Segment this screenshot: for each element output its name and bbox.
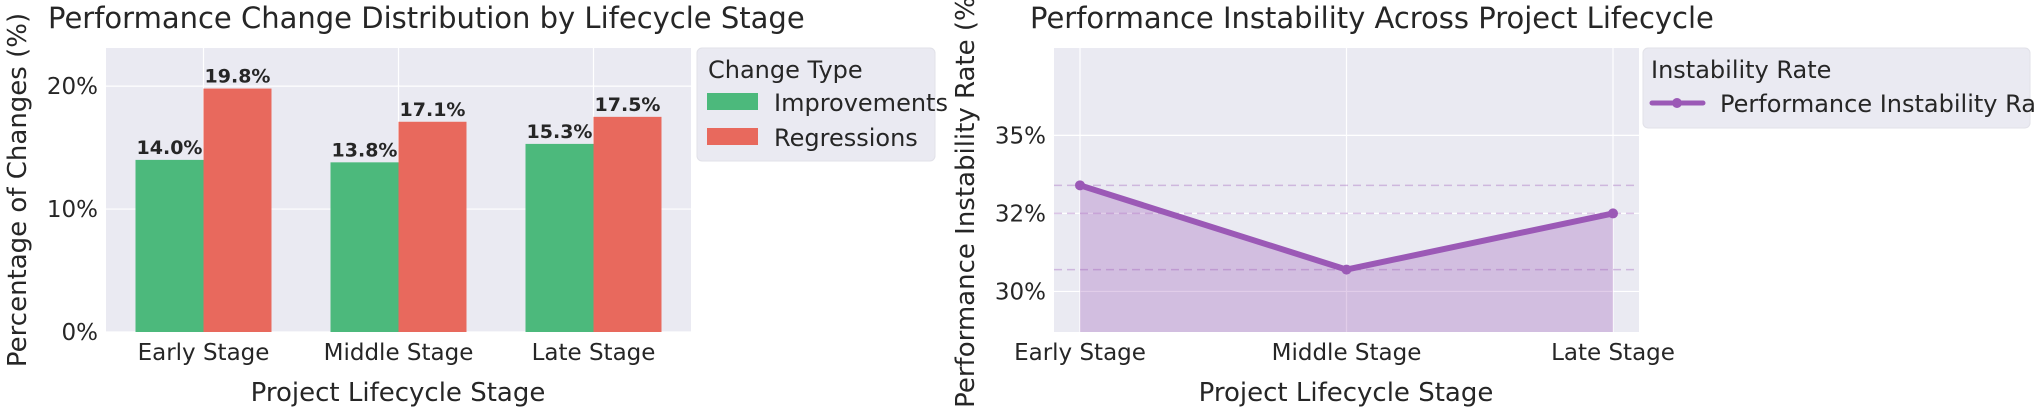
line-x-tick-label: Late Stage bbox=[1551, 340, 1675, 366]
bar-improvements-early-stage bbox=[135, 159, 204, 332]
line-chart-title: Performance Instability Across Project L… bbox=[1030, 1, 1714, 35]
bar-x-tick-label: Early Stage bbox=[138, 340, 270, 366]
bar-value-label: 19.8% bbox=[205, 66, 271, 88]
bar-improvements-late-stage bbox=[525, 143, 594, 332]
bar-value-label: 17.5% bbox=[595, 94, 661, 116]
bar-chart-title: Performance Change Distribution by Lifec… bbox=[48, 1, 805, 35]
instability-markers bbox=[1075, 180, 1618, 275]
instability-point-middle-stage bbox=[1341, 264, 1352, 275]
line-y-ticks: 30% 32% 35% bbox=[995, 123, 1046, 305]
line-x-tick-label: Middle Stage bbox=[1272, 340, 1422, 366]
legend-swatch-improvements bbox=[707, 93, 758, 110]
bar-legend: Change Type Improvements Regressions bbox=[696, 47, 948, 162]
bar-legend-title: Change Type bbox=[708, 56, 863, 84]
legend-swatch-regressions bbox=[707, 128, 758, 145]
bar-marks bbox=[135, 88, 662, 333]
bar-y-tick-label: 20% bbox=[47, 74, 98, 100]
bar-value-labels: 14.0% 19.8% 13.8%17.1% 15.3%17.5% bbox=[137, 66, 661, 162]
line-x-ticks: Early Stage Middle Stage Late Stage bbox=[1014, 340, 1675, 366]
bar-x-tick-label: Middle Stage bbox=[324, 340, 474, 366]
bar-y-ticks: 0% 10% 20% bbox=[47, 74, 98, 346]
bar-value-label: 14.0% bbox=[137, 137, 203, 159]
bar-value-label: 15.3% bbox=[527, 121, 593, 143]
line-y-tick-label: 32% bbox=[995, 201, 1046, 227]
line-chart-panel: 30% 32% 35% Early Stage Middle Stage Late St… bbox=[951, 0, 2035, 408]
bar-x-ticks: Early Stage Middle Stage Late Stage bbox=[138, 340, 656, 366]
bar-y-tick-label: 0% bbox=[62, 320, 99, 346]
line-legend-box bbox=[1642, 47, 2031, 129]
instability-area-fill bbox=[1080, 185, 1613, 332]
instability-point-early-stage bbox=[1075, 180, 1085, 191]
bar-regressions-late-stage bbox=[593, 116, 662, 333]
legend-label-regressions: Regressions bbox=[774, 124, 918, 152]
legend-label-instability: Performance Instability Rate bbox=[1720, 90, 2035, 118]
legend-marker-instability bbox=[1672, 98, 1682, 108]
bar-y-axis-label: Percentage of Changes (%) bbox=[3, 13, 33, 367]
bar-value-label: 17.1% bbox=[400, 99, 466, 121]
bar-chart-panel: 14.0%19.8%13.8%17.1%15.3%17.5% 0%10%20% … bbox=[3, 1, 948, 408]
line-legend: Instability Rate Performance Instability… bbox=[1642, 47, 2035, 129]
bar-regressions-middle-stage bbox=[398, 121, 467, 332]
bar-value-label: 13.8% bbox=[332, 139, 398, 161]
bar-y-tick-label: 10% bbox=[47, 197, 98, 223]
line-gridlines bbox=[1054, 48, 1639, 332]
line-y-axis-label: Performance Instability Rate (%) bbox=[951, 0, 981, 408]
line-y-tick-label: 35% bbox=[995, 123, 1046, 149]
line-legend-title: Instability Rate bbox=[1651, 56, 1831, 84]
bar-x-tick-label: Late Stage bbox=[532, 340, 656, 366]
instability-point-late-stage bbox=[1608, 208, 1618, 219]
line-y-tick-label: 30% bbox=[995, 279, 1046, 305]
bar-regressions-early-stage bbox=[203, 88, 272, 332]
legend-label-improvements: Improvements bbox=[774, 89, 948, 117]
line-x-tick-label: Early Stage bbox=[1014, 340, 1146, 366]
bar-improvements-middle-stage bbox=[330, 162, 399, 332]
line-x-axis-label: Project Lifecycle Stage bbox=[1199, 378, 1494, 408]
bar-x-axis-label: Project Lifecycle Stage bbox=[251, 378, 546, 408]
